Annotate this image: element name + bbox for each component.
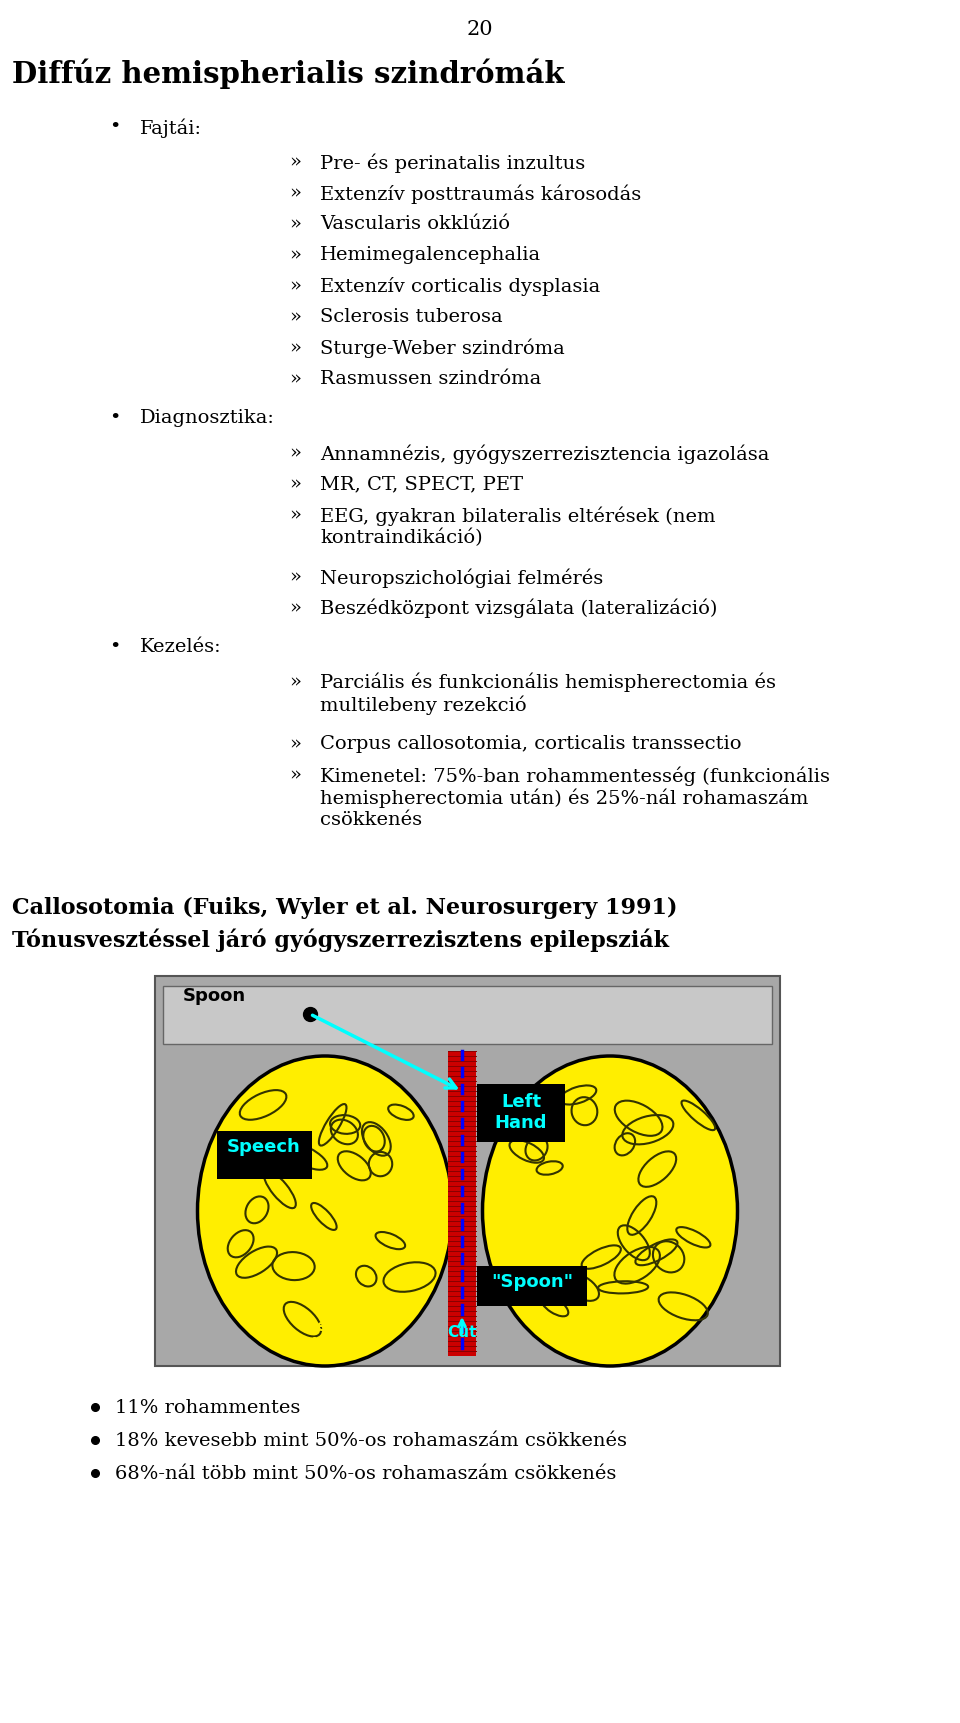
Text: »: »	[289, 765, 301, 784]
Text: Right: Right	[588, 1318, 633, 1334]
Text: Callosotomia (Fuiks, Wyler et al. Neurosurgery 1991): Callosotomia (Fuiks, Wyler et al. Neuros…	[12, 896, 678, 918]
Text: »: »	[289, 308, 301, 326]
Text: Diagnosztika:: Diagnosztika:	[140, 408, 275, 427]
Text: »: »	[289, 339, 301, 357]
Text: Diffúz hemispherialis szindrómák: Diffúz hemispherialis szindrómák	[12, 59, 564, 88]
Bar	[448, 1051, 476, 1356]
Text: Left
Hand: Left Hand	[494, 1092, 547, 1130]
Text: »: »	[289, 734, 301, 753]
Bar	[155, 977, 780, 1366]
Text: MR, CT, SPECT, PET: MR, CT, SPECT, PET	[320, 476, 523, 493]
Text: Cut: Cut	[447, 1325, 477, 1339]
Text: Hemimegalencephalia: Hemimegalencephalia	[320, 246, 541, 264]
Ellipse shape	[198, 1056, 452, 1366]
Text: Extenzív corticalis dysplasia: Extenzív corticalis dysplasia	[320, 277, 600, 296]
Text: Rasmussen szindróma: Rasmussen szindróma	[320, 370, 541, 388]
Text: Kimenetel: 75%-ban rohammentesség (funkcionális
hemispherectomia után) és 25%-ná: Kimenetel: 75%-ban rohammentesség (funkc…	[320, 765, 830, 829]
Text: Vascularis okklúzió: Vascularis okklúzió	[320, 215, 510, 233]
Text: 68%-nál több mint 50%-os rohamaszám csökkenés: 68%-nál több mint 50%-os rohamaszám csök…	[115, 1465, 616, 1482]
Text: »: »	[289, 153, 301, 171]
Text: Hemisphere: Hemisphere	[274, 1337, 376, 1351]
Text: »: »	[289, 598, 301, 617]
Bar	[163, 987, 772, 1044]
Text: Spoon: Spoon	[183, 987, 246, 1005]
Bar	[217, 1132, 312, 1179]
Text: Corpus callosotomia, corticalis transsectio: Corpus callosotomia, corticalis transsec…	[320, 734, 741, 753]
Bar	[477, 1084, 565, 1142]
Text: Hemisphere: Hemisphere	[559, 1337, 661, 1351]
Text: »: »	[289, 277, 301, 295]
Text: »: »	[289, 184, 301, 202]
Text: »: »	[289, 370, 301, 388]
Text: Speech: Speech	[228, 1137, 300, 1156]
Text: •: •	[109, 117, 121, 136]
Text: 20: 20	[467, 21, 493, 40]
Text: Left: Left	[308, 1318, 342, 1334]
Text: »: »	[289, 567, 301, 586]
Text: Tónusvesztéssel járó gyógyszerrezisztens epilepsziák: Tónusvesztéssel járó gyógyszerrezisztens…	[12, 929, 669, 951]
Text: Annamnézis, gyógyszerrezisztencia igazolása: Annamnézis, gyógyszerrezisztencia igazol…	[320, 445, 769, 463]
Text: Sclerosis tuberosa: Sclerosis tuberosa	[320, 308, 503, 326]
Text: Sturge-Weber szindróma: Sturge-Weber szindróma	[320, 339, 564, 358]
Text: Parciális és funkcionális hemispherectomia és
multilebeny rezekció: Parciális és funkcionális hemispherectom…	[320, 672, 776, 715]
Bar	[477, 1266, 587, 1306]
Text: »: »	[289, 445, 301, 462]
Text: EEG, gyakran bilateralis eltérések (nem
kontraindikáció): EEG, gyakran bilateralis eltérések (nem …	[320, 507, 715, 546]
Text: 18% kevesebb mint 50%-os rohamaszám csökkenés: 18% kevesebb mint 50%-os rohamaszám csök…	[115, 1432, 627, 1449]
Text: »: »	[289, 215, 301, 233]
Text: "Spoon": "Spoon"	[491, 1272, 573, 1291]
Text: Kezelés:: Kezelés:	[140, 638, 222, 656]
Text: »: »	[289, 672, 301, 691]
Text: »: »	[289, 246, 301, 264]
Text: Extenzív posttraumás károsodás: Extenzív posttraumás károsodás	[320, 184, 641, 203]
Ellipse shape	[483, 1056, 737, 1366]
Text: Fajtái:: Fajtái:	[140, 117, 202, 138]
Text: »: »	[289, 476, 301, 493]
Text: »: »	[289, 507, 301, 524]
Text: Pre- és perinatalis inzultus: Pre- és perinatalis inzultus	[320, 153, 586, 172]
Text: •: •	[109, 638, 121, 656]
Text: Beszédközpont vizsgálata (lateralizáció): Beszédközpont vizsgálata (lateralizáció)	[320, 598, 717, 619]
Text: 11% rohammentes: 11% rohammentes	[115, 1397, 300, 1416]
Text: Neuropszichológiai felmérés: Neuropszichológiai felmérés	[320, 567, 603, 588]
Text: •: •	[109, 408, 121, 427]
